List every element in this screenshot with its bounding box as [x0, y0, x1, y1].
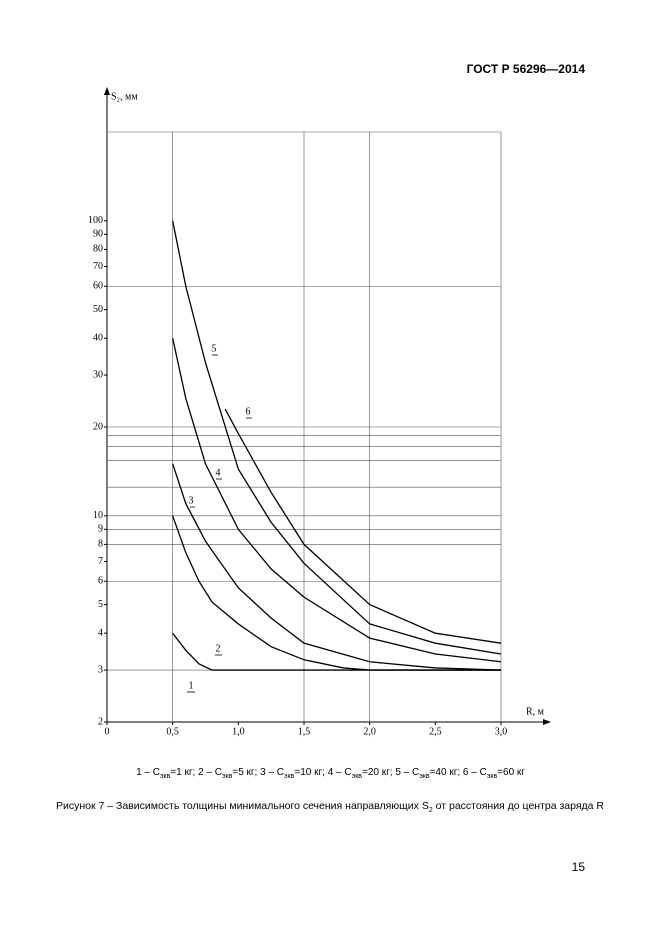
legend-lead: 1 – C: [136, 767, 160, 778]
curve: [172, 632, 501, 671]
curve: [172, 338, 502, 663]
y-tick-label: 60: [93, 281, 103, 292]
legend-lead: 3 – C: [260, 767, 285, 778]
y-tick-label: 40: [93, 332, 103, 343]
legend-rest: =5 кг;: [232, 767, 258, 778]
y-tick-label: 2: [98, 716, 103, 727]
legend-sub: экв: [486, 773, 498, 780]
x-axis-label: R, м: [526, 706, 545, 717]
legend-rest: =10 кг;: [294, 767, 325, 778]
legend-lead: 2 – C: [198, 767, 222, 778]
curve-label: 3: [189, 495, 194, 506]
y-tick-label: 6: [98, 576, 103, 587]
curve-label: 2: [216, 643, 221, 654]
x-tick-label: 1,5: [298, 726, 311, 737]
y-tick-label: 90: [93, 229, 103, 240]
caption-text: от расстояния до центра заряда R: [432, 800, 605, 812]
curve: [224, 408, 502, 644]
curve-label: 4: [216, 467, 221, 478]
legend-rest: =20 кг;: [361, 767, 393, 778]
x-tick-label: 1,0: [232, 726, 245, 737]
caption-text: Рисунок 7 – Зависимость толщины минималь…: [55, 800, 429, 812]
y-tick-label: 100: [88, 215, 103, 226]
y-tick-label: 50: [93, 304, 103, 315]
x-tick-label: 2,5: [429, 726, 442, 737]
caption-sub: 2: [428, 807, 433, 815]
y-tick-label: 9: [98, 524, 103, 535]
legend-rest: =40 кг;: [429, 767, 461, 778]
legend-rest: =60 кг: [497, 767, 525, 778]
x-tick-label: 3,0: [495, 726, 508, 737]
y-tick-label: 3: [98, 664, 103, 675]
legend-sub: экв: [222, 773, 233, 780]
curve-label: 6: [246, 406, 251, 417]
y-tick-label: 10: [93, 510, 103, 521]
legend-sub: экв: [159, 773, 171, 780]
x-tick-label: 0,5: [166, 726, 179, 737]
x-tick-label: 0: [105, 726, 110, 737]
caption: Рисунок 7 – Зависимость толщины минималь…: [40, 800, 620, 817]
curve-label: 5: [212, 343, 217, 354]
legend-lead: 6 – C: [462, 767, 487, 778]
doc-code: ГОСТ Р 56296—2014: [466, 62, 585, 76]
chart: S₂, мм R, м 2345678910203040506070809010…: [88, 87, 551, 737]
legend-rest: =1 кг;: [170, 767, 196, 778]
y-axis-label: S₂, мм: [111, 91, 138, 102]
curve: [172, 220, 502, 655]
curve-label: 1: [189, 680, 194, 691]
legend: 1 – Cэкв=1 кг; 2 – Cэкв=5 кг; 3 – Cэкв=1…: [0, 767, 661, 780]
y-tick-label: 4: [98, 627, 103, 638]
curve: [172, 463, 502, 671]
legend-sub: экв: [419, 773, 430, 780]
x-tick-label: 2,0: [363, 726, 376, 737]
y-tick-label: 5: [98, 599, 103, 610]
legend-sub: экв: [351, 773, 362, 780]
y-tick-label: 80: [93, 244, 103, 255]
y-tick-label: 30: [93, 369, 103, 380]
curve: [172, 515, 501, 671]
y-tick-label: 7: [98, 556, 103, 567]
legend-sub: экв: [284, 773, 295, 780]
y-tick-label: 70: [93, 261, 103, 272]
legend-lead: 4 – C: [327, 767, 352, 778]
y-tick-label: 20: [93, 421, 103, 432]
legend-lead: 5 – C: [395, 767, 420, 778]
page-number: 15: [571, 860, 585, 874]
y-tick-label: 8: [98, 539, 103, 550]
